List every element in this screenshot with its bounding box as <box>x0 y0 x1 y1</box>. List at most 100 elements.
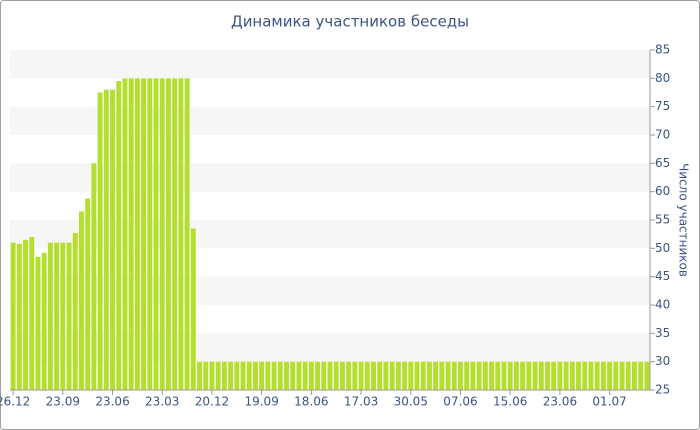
x-tick-label: 20.12 <box>195 395 229 409</box>
bar <box>582 361 588 390</box>
y-tick-label: 40 <box>655 298 670 312</box>
bar <box>252 361 258 390</box>
bar <box>476 361 482 390</box>
bar <box>134 78 140 390</box>
bar <box>16 243 22 390</box>
x-tick-label: 23.06 <box>543 395 577 409</box>
y-tick-label: 25 <box>655 383 670 397</box>
bar <box>184 78 190 390</box>
bar <box>234 361 240 390</box>
bar <box>153 78 159 390</box>
bar <box>377 361 383 390</box>
bar <box>445 361 451 390</box>
bar <box>284 361 289 390</box>
y-tick-label: 80 <box>655 71 670 85</box>
y-axis-label: Число участников <box>677 163 691 277</box>
x-tick-label: 18.06 <box>294 395 328 409</box>
y-tick-label: 75 <box>655 99 670 113</box>
bar <box>408 361 414 390</box>
bar <box>290 361 296 390</box>
bar <box>346 361 352 390</box>
bar <box>607 361 613 390</box>
bar <box>402 361 408 390</box>
x-tick-label: 15.06 <box>493 395 527 409</box>
bar <box>358 361 364 390</box>
x-tick-label: 23.06 <box>95 395 129 409</box>
bar <box>91 163 97 390</box>
bar <box>451 361 457 390</box>
bar <box>625 361 631 390</box>
y-tick-label: 30 <box>655 354 670 368</box>
bar <box>631 361 637 390</box>
bar <box>78 211 84 390</box>
bar <box>203 361 209 390</box>
bar <box>259 361 265 390</box>
bar <box>489 361 495 390</box>
bar <box>638 361 644 390</box>
bar <box>277 361 283 390</box>
bar <box>420 361 426 390</box>
y-tick-label: 45 <box>655 269 670 283</box>
grid-band <box>10 50 650 79</box>
y-tick-label: 35 <box>655 326 670 340</box>
bar <box>246 361 252 390</box>
bar <box>308 361 314 390</box>
bar <box>371 361 376 390</box>
bar <box>97 92 103 390</box>
bar <box>172 78 178 390</box>
y-tick-label: 60 <box>655 184 670 198</box>
bar <box>110 89 116 391</box>
bar <box>551 361 557 390</box>
bar <box>190 228 196 390</box>
x-tick-label: 19.09 <box>244 395 278 409</box>
y-tick-label: 50 <box>655 241 670 255</box>
bar <box>116 81 122 391</box>
bar <box>141 78 147 390</box>
bar <box>594 361 600 390</box>
bar <box>576 361 582 390</box>
bar <box>557 361 563 390</box>
bar <box>619 361 625 390</box>
bar <box>464 361 470 390</box>
bar <box>482 361 488 390</box>
bar <box>364 361 370 390</box>
bar <box>315 361 321 390</box>
bar <box>414 361 420 390</box>
bar <box>538 361 544 390</box>
bar <box>221 361 227 390</box>
bar <box>352 361 358 390</box>
bar <box>333 361 339 390</box>
bar <box>296 361 302 390</box>
x-tick-label: 23.09 <box>46 395 80 409</box>
bar <box>569 361 575 390</box>
y-tick-label: 65 <box>655 156 670 170</box>
bar <box>240 361 246 390</box>
bar <box>600 361 606 390</box>
bar <box>271 361 277 390</box>
bar <box>302 361 308 390</box>
bar <box>470 361 476 390</box>
chart-title: Динамика участников беседы <box>231 13 469 31</box>
bar <box>327 361 333 390</box>
bar <box>35 256 41 390</box>
bar <box>532 361 538 390</box>
bar <box>321 361 327 390</box>
x-tick-label: 17.03 <box>344 395 378 409</box>
bar <box>66 242 72 390</box>
bar <box>60 242 66 390</box>
bar <box>501 361 507 390</box>
x-tick-label: 01.07 <box>592 395 626 409</box>
bar <box>426 361 432 390</box>
bar <box>520 361 526 390</box>
bar <box>10 242 16 390</box>
bar <box>613 361 619 390</box>
bar <box>159 78 165 390</box>
y-tick-label: 70 <box>655 128 670 142</box>
bar <box>495 361 501 390</box>
x-tick-label: 07.06 <box>443 395 477 409</box>
bar <box>85 198 91 390</box>
bar <box>128 78 134 390</box>
bar <box>54 242 60 390</box>
bar <box>644 361 650 390</box>
